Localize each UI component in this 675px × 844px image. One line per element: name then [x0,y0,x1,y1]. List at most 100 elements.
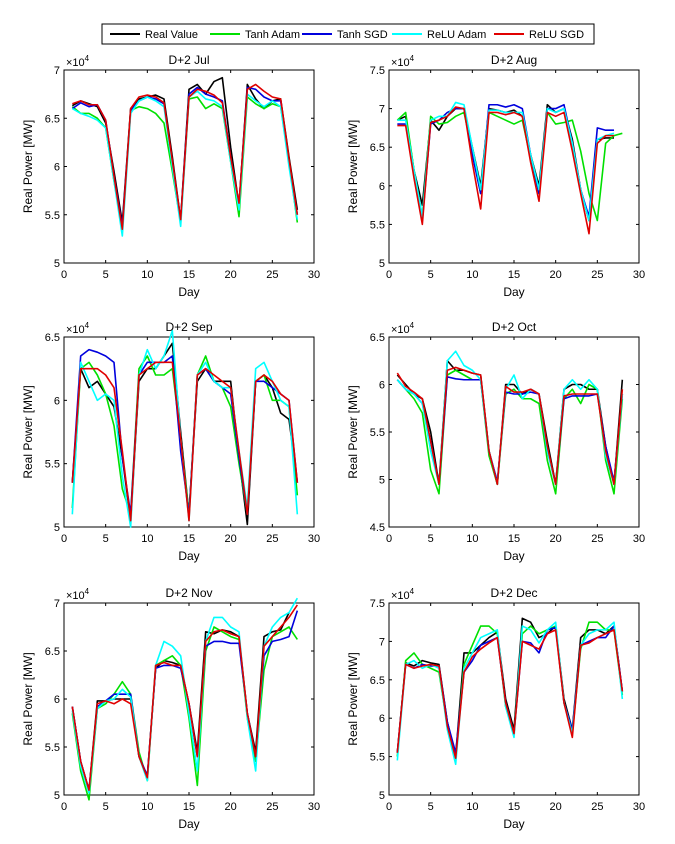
x-tick-label: 10 [141,801,153,813]
y-tick-label: 6.5 [45,332,60,344]
y-tick-label: 5 [54,522,60,534]
x-tick-label: 5 [428,269,434,281]
exponent-power: 4 [410,321,415,330]
x-tick-label: 15 [183,801,195,813]
exponent-power: 4 [410,587,415,596]
y-tick-label: 7.5 [370,598,385,610]
x-tick-label: 15 [508,533,520,545]
y-axis-label: Real Power [MW] [21,120,35,213]
legend: Real Value Tanh Adam Tanh SGD ReLU Adam ReLU… [101,23,595,45]
y-tick-label: 5.5 [370,219,385,231]
y-axis-label: Real Power [MW] [21,652,35,745]
axes-box [388,69,640,264]
x-axis-label: Day [503,285,524,299]
x-tick-label: 5 [103,533,109,545]
x-tick-label: 20 [550,269,562,281]
x-tick-label: 30 [308,533,320,545]
y-tick-label: 6.5 [370,142,385,154]
series-line-relu-sgd [397,106,614,235]
x-tick-label: 5 [103,269,109,281]
exponent-base: ×10 [391,324,410,336]
series-line-relu-sgd [71,604,298,792]
axes-box [388,336,640,528]
series-line-relu-adam [396,621,624,766]
x-tick-label: 15 [508,801,520,813]
y-tick-label: 4.5 [370,522,385,534]
x-tick-label: 5 [428,533,434,545]
x-tick-label: 5 [428,801,434,813]
y-tick-label: 5 [379,258,385,270]
series-line-relu-sgd [396,629,624,759]
y-tick-label: 5.5 [370,752,385,764]
x-tick-label: 10 [466,801,478,813]
x-tick-label: 0 [61,269,67,281]
exponent-label: ×104 [391,54,415,69]
x-tick-label: 0 [386,801,392,813]
y-tick-label: 5.5 [45,742,60,754]
exponent-label: ×104 [391,321,415,336]
y-tick-label: 7 [379,636,385,648]
y-tick-label: 6.5 [45,113,60,125]
exponent-label: ×104 [391,587,415,602]
y-axis-label: Real Power [MW] [21,385,35,478]
exponent-power: 4 [85,54,90,63]
y-tick-label: 6 [379,181,385,193]
series-line-relu-adam [397,101,615,222]
subplot-title: D+2 Sep [165,320,212,334]
series-line-relu-sgd [396,366,624,486]
series-line-relu-sgd [72,83,299,231]
y-tick-label: 6 [379,380,385,392]
x-tick-label: 10 [141,533,153,545]
axes-box [63,336,315,528]
subplot-title: D+2 Nov [165,586,212,600]
y-tick-label: 6.5 [370,675,385,687]
x-tick-label: 30 [633,533,645,545]
legend-label: Tanh SGD [337,29,388,41]
y-tick-label: 5 [379,790,385,802]
exponent-label: ×104 [66,54,90,69]
exponent-base: ×10 [391,590,410,602]
x-tick-label: 5 [103,801,109,813]
y-tick-label: 7 [54,598,60,610]
legend-box [101,23,595,45]
x-tick-label: 25 [266,269,278,281]
series-line-relu-sgd [71,361,299,522]
x-tick-label: 25 [266,801,278,813]
y-tick-label: 6 [54,694,60,706]
axes-box [63,602,315,796]
x-axis-label: Day [503,817,524,831]
x-tick-label: 25 [591,269,603,281]
x-tick-label: 30 [633,801,645,813]
legend-label: ReLU Adam [427,29,486,41]
y-tick-label: 6 [54,395,60,407]
x-axis-label: Day [178,549,199,563]
exponent-base: ×10 [66,324,85,336]
y-axis-label: Real Power [MW] [346,120,360,213]
x-tick-label: 0 [386,533,392,545]
subplot-title: D+2 Jul [168,53,209,67]
y-tick-label: 5 [54,258,60,270]
x-tick-label: 20 [225,533,237,545]
x-tick-label: 0 [386,269,392,281]
x-axis-label: Day [178,817,199,831]
exponent-base: ×10 [66,57,85,69]
series-line-tanh-adam [396,111,623,222]
x-tick-label: 15 [183,533,195,545]
x-tick-label: 20 [550,533,562,545]
exponent-label: ×104 [66,587,90,602]
x-tick-label: 10 [141,269,153,281]
x-axis-label: Day [503,549,524,563]
y-tick-label: 5.5 [45,210,60,222]
y-tick-label: 7 [379,104,385,116]
y-tick-label: 6 [54,162,60,174]
y-tick-label: 7.5 [370,65,385,77]
y-axis-label: Real Power [MW] [346,652,360,745]
exponent-label: ×104 [66,321,90,336]
series-line-real-value [396,359,624,486]
y-tick-label: 6.5 [45,646,60,658]
